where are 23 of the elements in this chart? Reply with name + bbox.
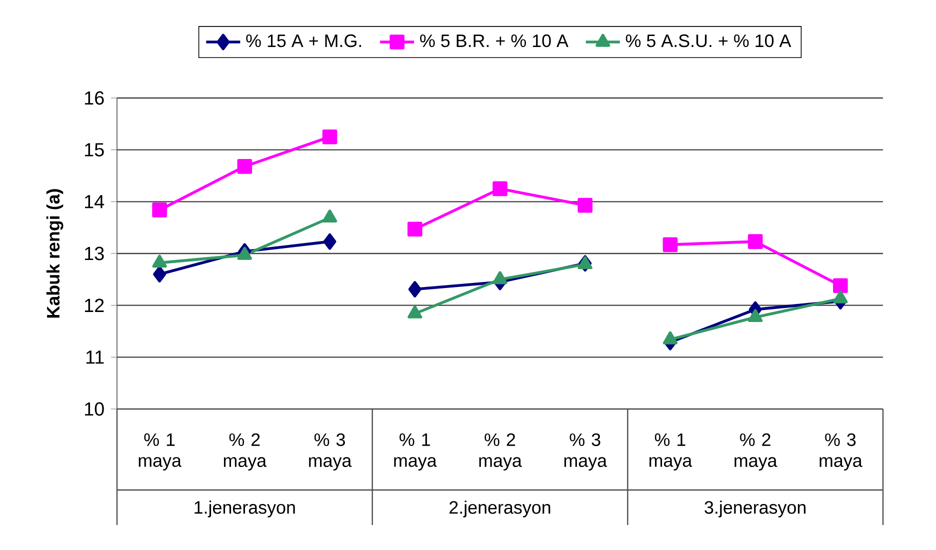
legend-label: % 15 A + M.G. [246,34,362,48]
text: 3.jenerasyon [704,500,806,518]
x-tick-label: % 1 maya [394,433,437,470]
y-tick-label: 16 [85,91,104,105]
y-tick-label: 10 [85,402,104,416]
text: 2.jenerasyon [450,500,550,518]
x-tick-label: % 3 maya [564,433,608,471]
text: 1.jenerasyon [194,500,295,518]
x-tick-label: % 2 maya [479,433,522,471]
y-axis-title: Kabuk rengi (a) [46,189,64,318]
legend-label: % 5 A.S.U. + % 10 A [626,34,792,48]
x-tick-label: % 1 maya [138,433,182,470]
y-tick-label: 15 [85,143,104,156]
legend-label: % 5 B.R. + % 10 A [420,34,568,48]
y-tick-label: 14 [85,195,104,208]
x-tick-label: % 3 maya [309,433,352,471]
x-tick-label: % 2 maya [224,433,267,471]
y-tick-label: 13 [85,246,104,260]
x-tick-label: % 3 maya [820,433,862,471]
x-tick-label: % 2 maya [734,433,778,471]
y-tick-label: 12 [85,298,104,312]
x-tick-label: % 1 maya [649,433,692,470]
y-tick-label: 11 [86,350,104,364]
